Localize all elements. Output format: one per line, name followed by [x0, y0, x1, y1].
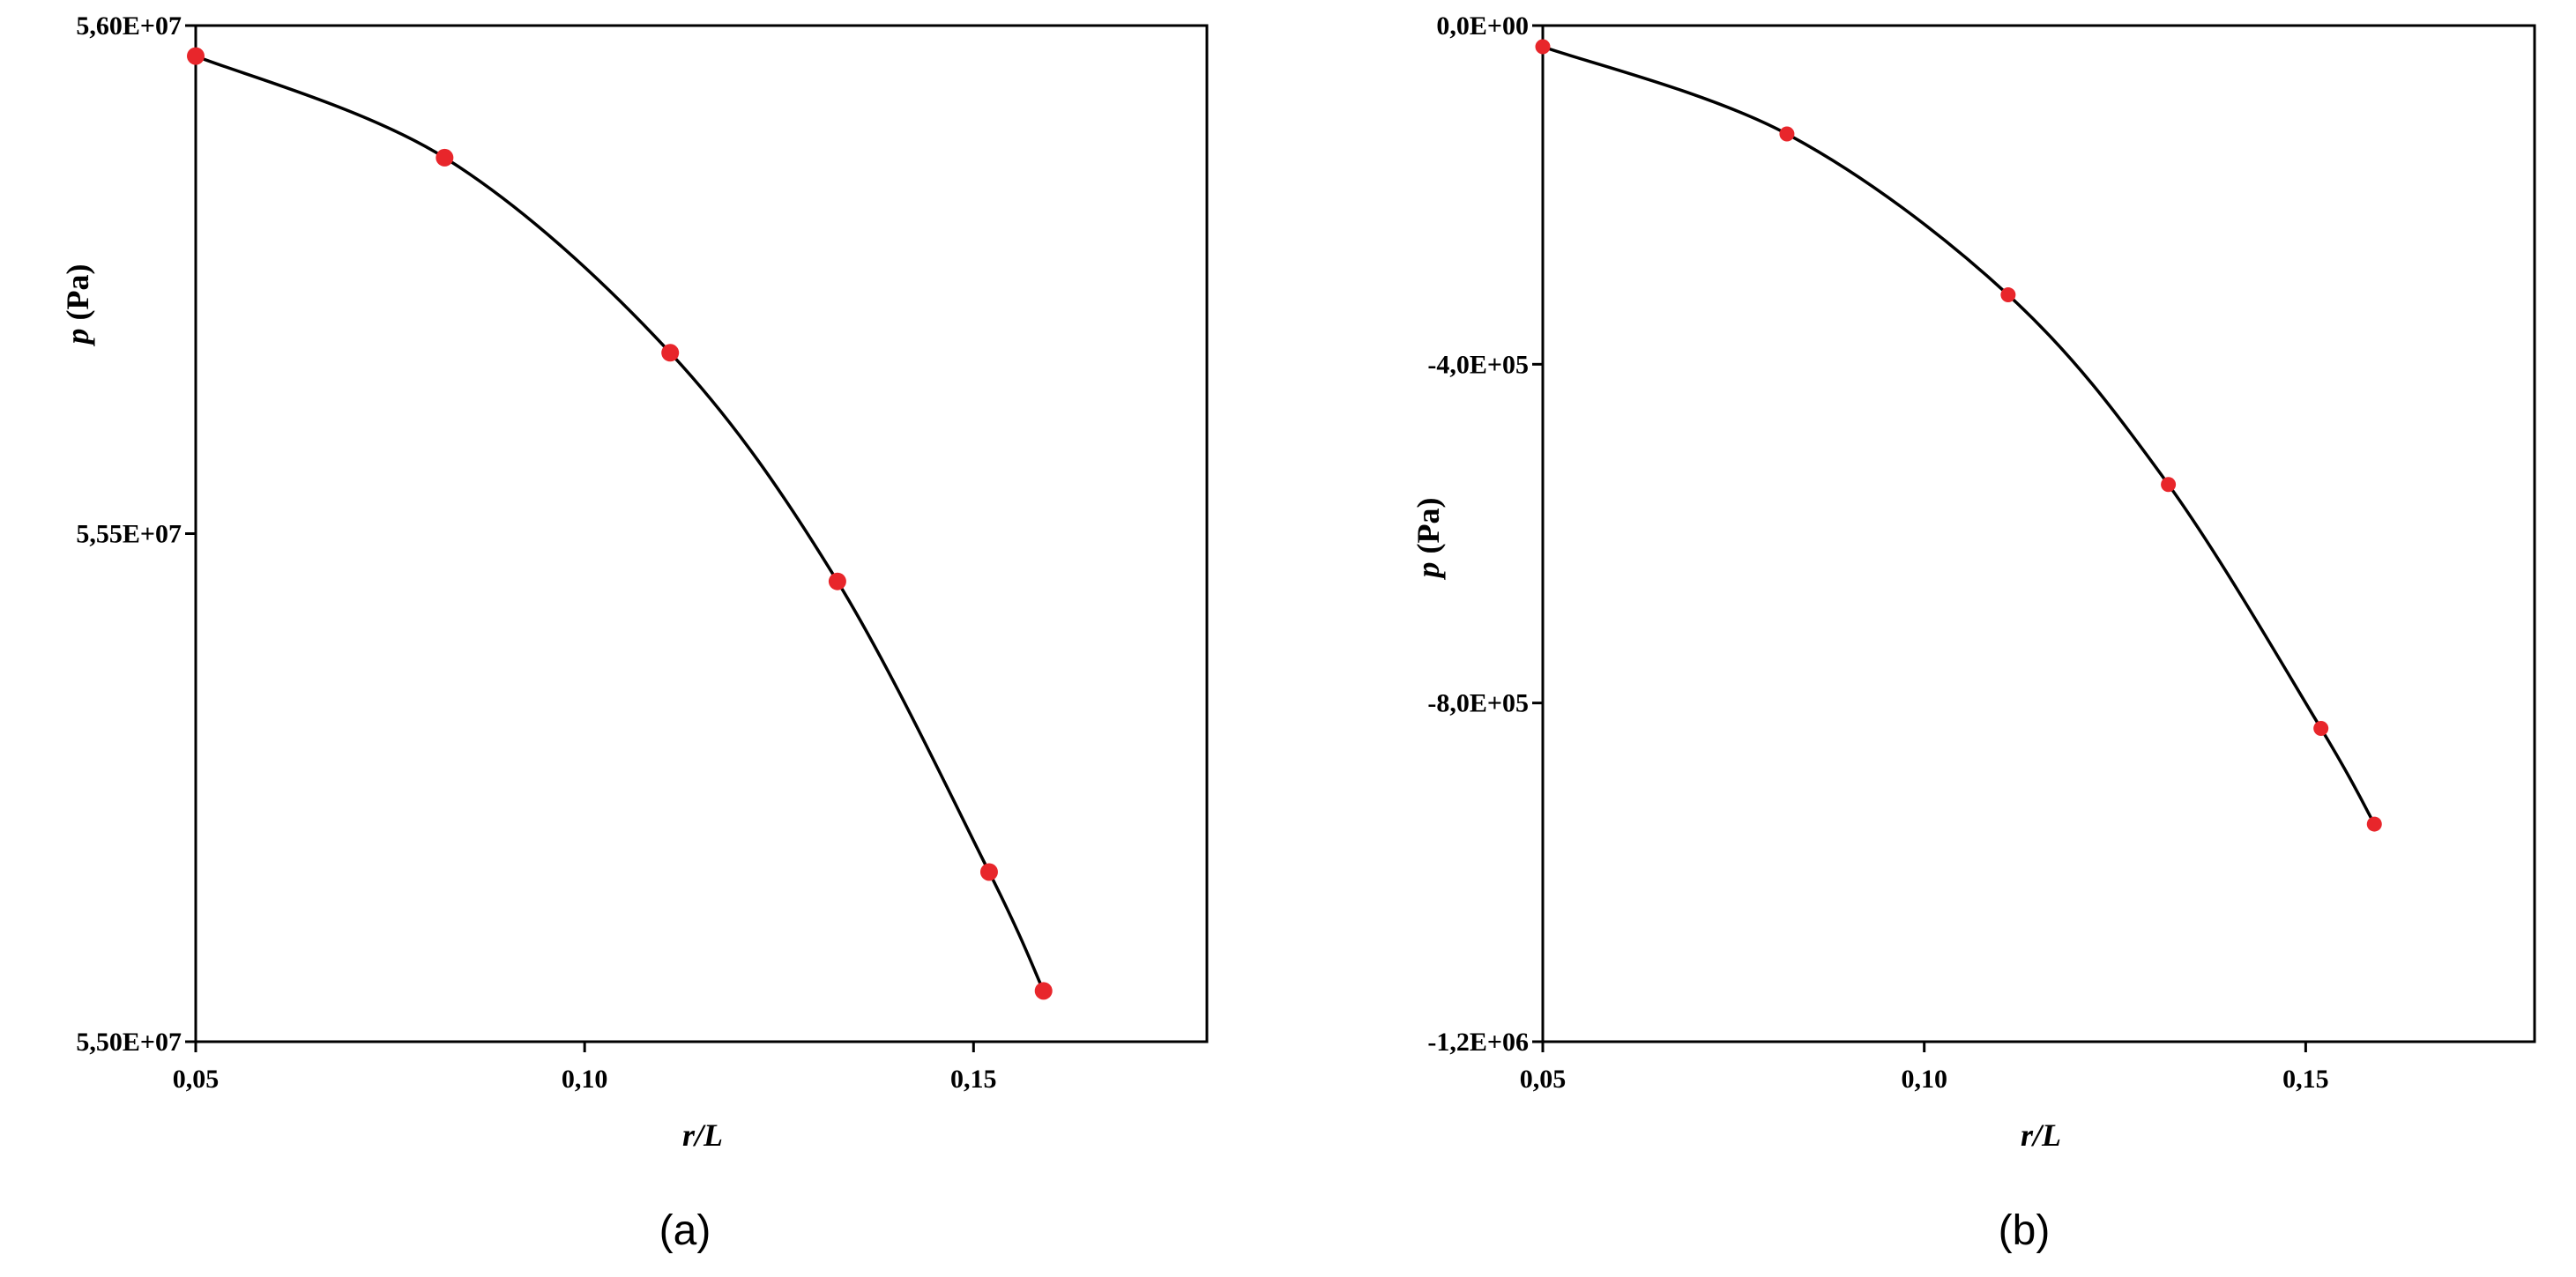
data-point	[2161, 477, 2177, 493]
y-tick-label: -4,0E+05	[1427, 350, 1529, 379]
x-axis-title: r/L	[2021, 1117, 2061, 1153]
data-point	[661, 344, 680, 362]
data-point	[2313, 720, 2329, 736]
x-tick-label: 0,10	[562, 1065, 608, 1094]
x-tick-label: 0,15	[2282, 1065, 2329, 1094]
y-axis-title: p (Pa)	[60, 264, 95, 347]
x-axis-ticks: 0,05 0,10 0,15	[173, 1042, 997, 1094]
panel-caption: (a)	[659, 1207, 711, 1254]
x-tick-label: 0,05	[1520, 1065, 1567, 1094]
panel-caption: (b)	[1999, 1207, 2051, 1254]
y-tick-label: 5,60E+07	[76, 11, 182, 41]
data-point	[2366, 816, 2382, 832]
x-axis-title: r/L	[682, 1117, 723, 1153]
data-points	[187, 47, 1053, 1000]
y-tick-label: 5,50E+07	[76, 1028, 182, 1057]
x-tick-label: 0,15	[950, 1065, 997, 1094]
data-point	[436, 148, 454, 167]
chart-panel-a: 5,50E+07 5,55E+07 5,60E+07 0,05 0,10 0,15 p …	[60, 11, 1209, 1254]
y-tick-label: -1,2E+06	[1427, 1028, 1529, 1057]
y-axis-ticks: 5,50E+07 5,55E+07 5,60E+07	[76, 11, 196, 1057]
y-axis-title: p (Pa)	[1411, 498, 1446, 581]
y-axis-ticks: -1,2E+06 -8,0E+05 -4,0E+05 0,0E+00	[1427, 11, 1543, 1057]
x-tick-label: 0,10	[1901, 1065, 1947, 1094]
data-point	[979, 863, 998, 881]
data-point	[1034, 982, 1053, 1000]
data-point	[1779, 126, 1795, 142]
data-point	[828, 572, 846, 590]
x-tick-label: 0,05	[173, 1065, 220, 1094]
x-axis-ticks: 0,05 0,10 0,15	[1520, 1042, 2329, 1094]
data-point	[2000, 287, 2016, 303]
chart-panel-b: -1,2E+06 -8,0E+05 -4,0E+05 0,0E+00 0,05 0,10…	[1411, 11, 2536, 1254]
y-tick-label: -8,0E+05	[1427, 689, 1529, 718]
plot-frame	[194, 24, 1209, 1043]
fit-curve	[1542, 45, 2376, 825]
data-point	[1535, 39, 1551, 55]
data-points	[1535, 39, 2382, 832]
y-tick-label: 5,55E+07	[76, 520, 182, 549]
fit-curve	[195, 54, 1046, 992]
data-point	[187, 47, 205, 65]
plot-frame	[1541, 24, 2536, 1043]
y-tick-label: 0,0E+00	[1436, 11, 1529, 41]
